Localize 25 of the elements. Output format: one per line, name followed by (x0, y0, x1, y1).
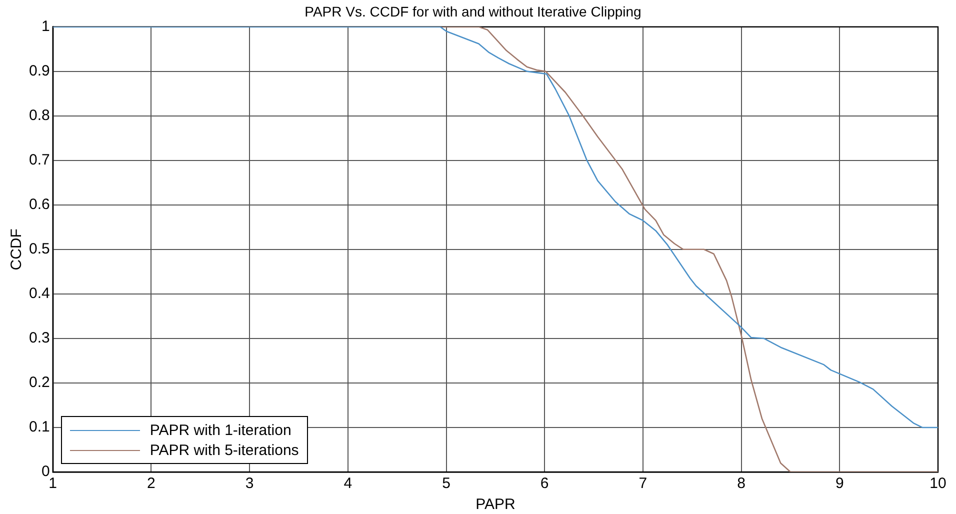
y-tick-label: 0.1 (28, 418, 50, 436)
legend-label: PAPR with 1-iteration (150, 422, 292, 438)
y-tick-label: 0.5 (28, 240, 50, 258)
x-tick-label: 2 (147, 475, 156, 492)
legend-label: PAPR with 5-iterations (150, 442, 299, 458)
y-tick-label: 0.4 (28, 285, 50, 302)
y-tick-label: 0.8 (28, 106, 50, 124)
y-tick-label: 0 (42, 463, 50, 480)
x-tick-label: 8 (737, 475, 746, 492)
y-tick-label: 0.9 (28, 62, 50, 80)
y-tick-label: 0.7 (28, 152, 50, 168)
x-tick-label: 4 (344, 475, 352, 492)
y-tick-label: 0.6 (28, 196, 50, 214)
y-tick-label: 1 (42, 18, 50, 35)
y-axis-title: CCDF (8, 228, 26, 270)
x-tick-label: 7 (638, 475, 648, 492)
y-tick-label: 0.3 (28, 330, 50, 347)
chart-title: PAPR Vs. CCDF for with and without Iterative Clipping (304, 3, 642, 20)
x-tick-label: 6 (540, 475, 549, 492)
y-tick-label: 0.2 (28, 374, 50, 392)
x-tick-label: 5 (442, 475, 450, 492)
x-tick-label: 9 (835, 475, 844, 492)
x-tick-label: 3 (245, 475, 254, 492)
x-tick-label: 10 (930, 475, 946, 492)
x-axis-title: PAPR (476, 496, 516, 514)
